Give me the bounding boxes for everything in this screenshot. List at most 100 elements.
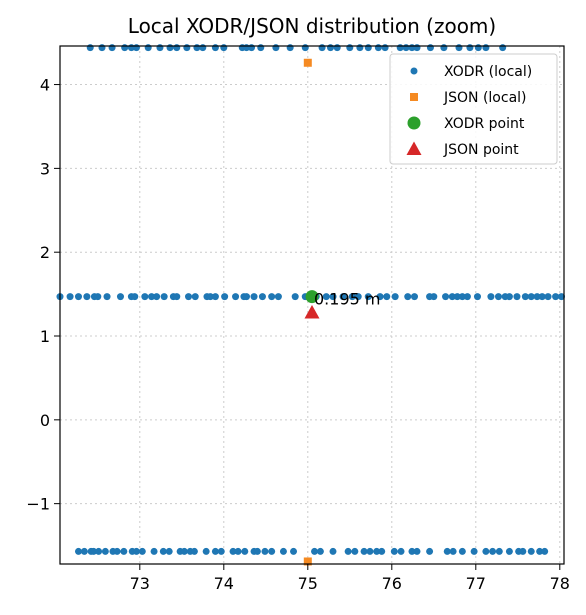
point-series-0 [495,547,503,555]
point-series-0 [348,293,356,301]
y-tick-label: 4 [40,76,50,95]
point-series-0 [206,293,214,301]
point-series-0 [190,547,198,555]
point-series-0 [426,44,434,52]
point-series-0 [404,293,412,301]
point-series-0 [329,293,337,301]
point-series-0 [250,293,258,301]
point-series-0 [473,293,481,301]
point-series-0 [443,547,451,555]
point-series-0 [153,293,161,301]
point-series-0 [202,547,210,555]
point-series-0 [536,547,544,555]
x-tick-label: 75 [298,574,318,593]
point-series-0 [242,293,250,301]
point-series-0 [360,547,368,555]
point-series-0 [291,293,299,301]
point-series-0 [527,293,535,301]
point-series-0 [326,44,334,52]
point-series-0 [413,547,421,555]
point-series-0 [383,293,391,301]
point-series-0 [487,293,495,301]
x-tick-label: 73 [130,574,150,593]
point-series-0 [141,293,149,301]
point-series-0 [426,547,434,555]
point-series-0 [101,547,109,555]
point-series-0 [108,44,116,52]
point-series-0 [378,547,386,555]
point-series-0 [538,293,546,301]
point-series-0 [351,547,359,555]
point-series-0 [159,547,167,555]
point-series-0 [234,547,242,555]
point-series-0 [391,293,399,301]
point-series-0 [183,44,191,52]
point-series-0 [121,44,129,52]
point-series-0 [339,293,347,301]
point-series-0 [150,547,158,555]
point-series-0 [116,293,124,301]
point-series-0 [113,547,121,555]
point-series-0 [173,293,181,301]
point-series-0 [272,44,280,52]
legend-label-2: XODR point [444,116,525,132]
point-series-0 [346,44,354,52]
point-series-0 [430,293,438,301]
point-series-0 [86,44,94,52]
point-series-0 [166,44,174,52]
point-series-0 [173,44,181,52]
point-series-0 [268,293,276,301]
point-series-0 [211,547,219,555]
point-series-0 [248,44,256,52]
point-series-0 [458,293,466,301]
legend-marker-0 [410,67,418,75]
legend-label-3: JSON point [443,142,519,158]
point-series-0 [442,293,450,301]
point-series-0 [354,293,362,301]
data-points: 0.195 m [56,44,565,566]
legend-marker-3 [406,141,422,155]
point-series-0 [261,547,269,555]
point-series-0 [217,547,225,555]
legend-label-0: XODR (local) [444,64,532,80]
y-tick-label: 1 [40,327,50,346]
point-series-0 [83,293,91,301]
point-series-0 [274,293,282,301]
point-series-0 [541,547,549,555]
point-series-0 [344,547,352,555]
point-series-0 [474,44,482,52]
axis-ticks: 73 74 75 76 77 78 −1 0 1 2 3 4 [26,76,570,593]
point-series-0 [381,44,389,52]
y-tick-label: 2 [40,243,50,262]
legend: XODR (local) JSON (local) XODR point JSON p… [389,53,558,165]
legend-box [389,53,558,165]
point-series-0 [258,293,266,301]
point-series-3 [304,305,320,319]
point-series-0 [80,547,88,555]
point-series-0 [519,547,527,555]
point-series-0 [132,547,140,555]
point-series-0 [316,547,324,555]
point-series-0 [131,293,139,301]
point-series-2 [305,290,319,304]
point-series-0 [132,44,140,52]
point-series-0 [482,44,490,52]
y-tick-label: 0 [40,411,50,430]
point-series-0 [466,44,474,52]
point-series-0 [364,44,372,52]
point-series-0 [413,44,421,52]
point-series-0 [552,293,560,301]
point-series-0 [410,293,418,301]
legend-label-1: JSON (local) [443,90,527,106]
annotation-label: 0.195 m [314,290,380,309]
point-series-0 [356,44,364,52]
point-series-0 [329,547,337,555]
x-tick-label: 78 [550,574,570,593]
point-series-0 [544,293,552,301]
point-series-0 [185,293,193,301]
point-series-0 [499,44,507,52]
point-series-0 [144,44,152,52]
point-series-0 [211,44,219,52]
point-series-0 [364,293,372,301]
point-series-0 [494,293,502,301]
